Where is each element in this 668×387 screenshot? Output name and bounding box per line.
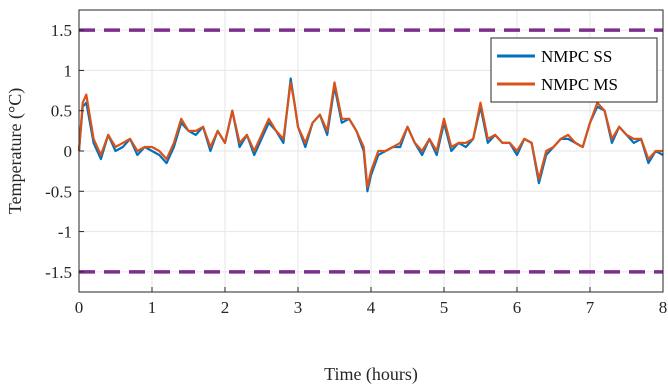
x-tick-label: 8	[659, 298, 668, 317]
y-tick-label: -0.5	[45, 182, 72, 201]
y-tick-label: 1.5	[51, 21, 72, 40]
y-tick-label: -1	[58, 223, 72, 242]
legend: NMPC SS NMPC MS	[490, 37, 658, 103]
series-lines	[77, 77, 664, 193]
constraint-lines	[79, 28, 663, 274]
legend-label-nmpc-ms: NMPC MS	[541, 75, 618, 94]
x-axis-title: Time (hours)	[324, 364, 418, 385]
y-tick-label: 1	[64, 61, 73, 80]
x-tick-label: 6	[513, 298, 522, 317]
x-tick-label: 0	[75, 298, 84, 317]
x-tick-label: 2	[221, 298, 230, 317]
legend-label-nmpc-ss: NMPC SS	[541, 47, 612, 66]
x-tick-label: 1	[148, 298, 157, 317]
y-axis-title: Temperature (°C)	[5, 88, 26, 214]
x-tick-label: 3	[294, 298, 303, 317]
x-tick-label: 7	[586, 298, 595, 317]
y-tick-label: 0.5	[51, 102, 72, 121]
series-line-nmpc-ms	[77, 81, 663, 189]
x-tick-label: 4	[367, 298, 376, 317]
x-tick-label: 5	[440, 298, 449, 317]
y-tick-label: -1.5	[45, 263, 72, 282]
x-axis-ticks: 0 1 2 3 4 5 6 7 8	[75, 287, 668, 317]
y-tick-label: 0	[64, 142, 73, 161]
y-axis-ticks: -1.5 -1 -0.5 0 0.5 1 1.5	[45, 21, 84, 282]
legend-box	[490, 37, 658, 103]
